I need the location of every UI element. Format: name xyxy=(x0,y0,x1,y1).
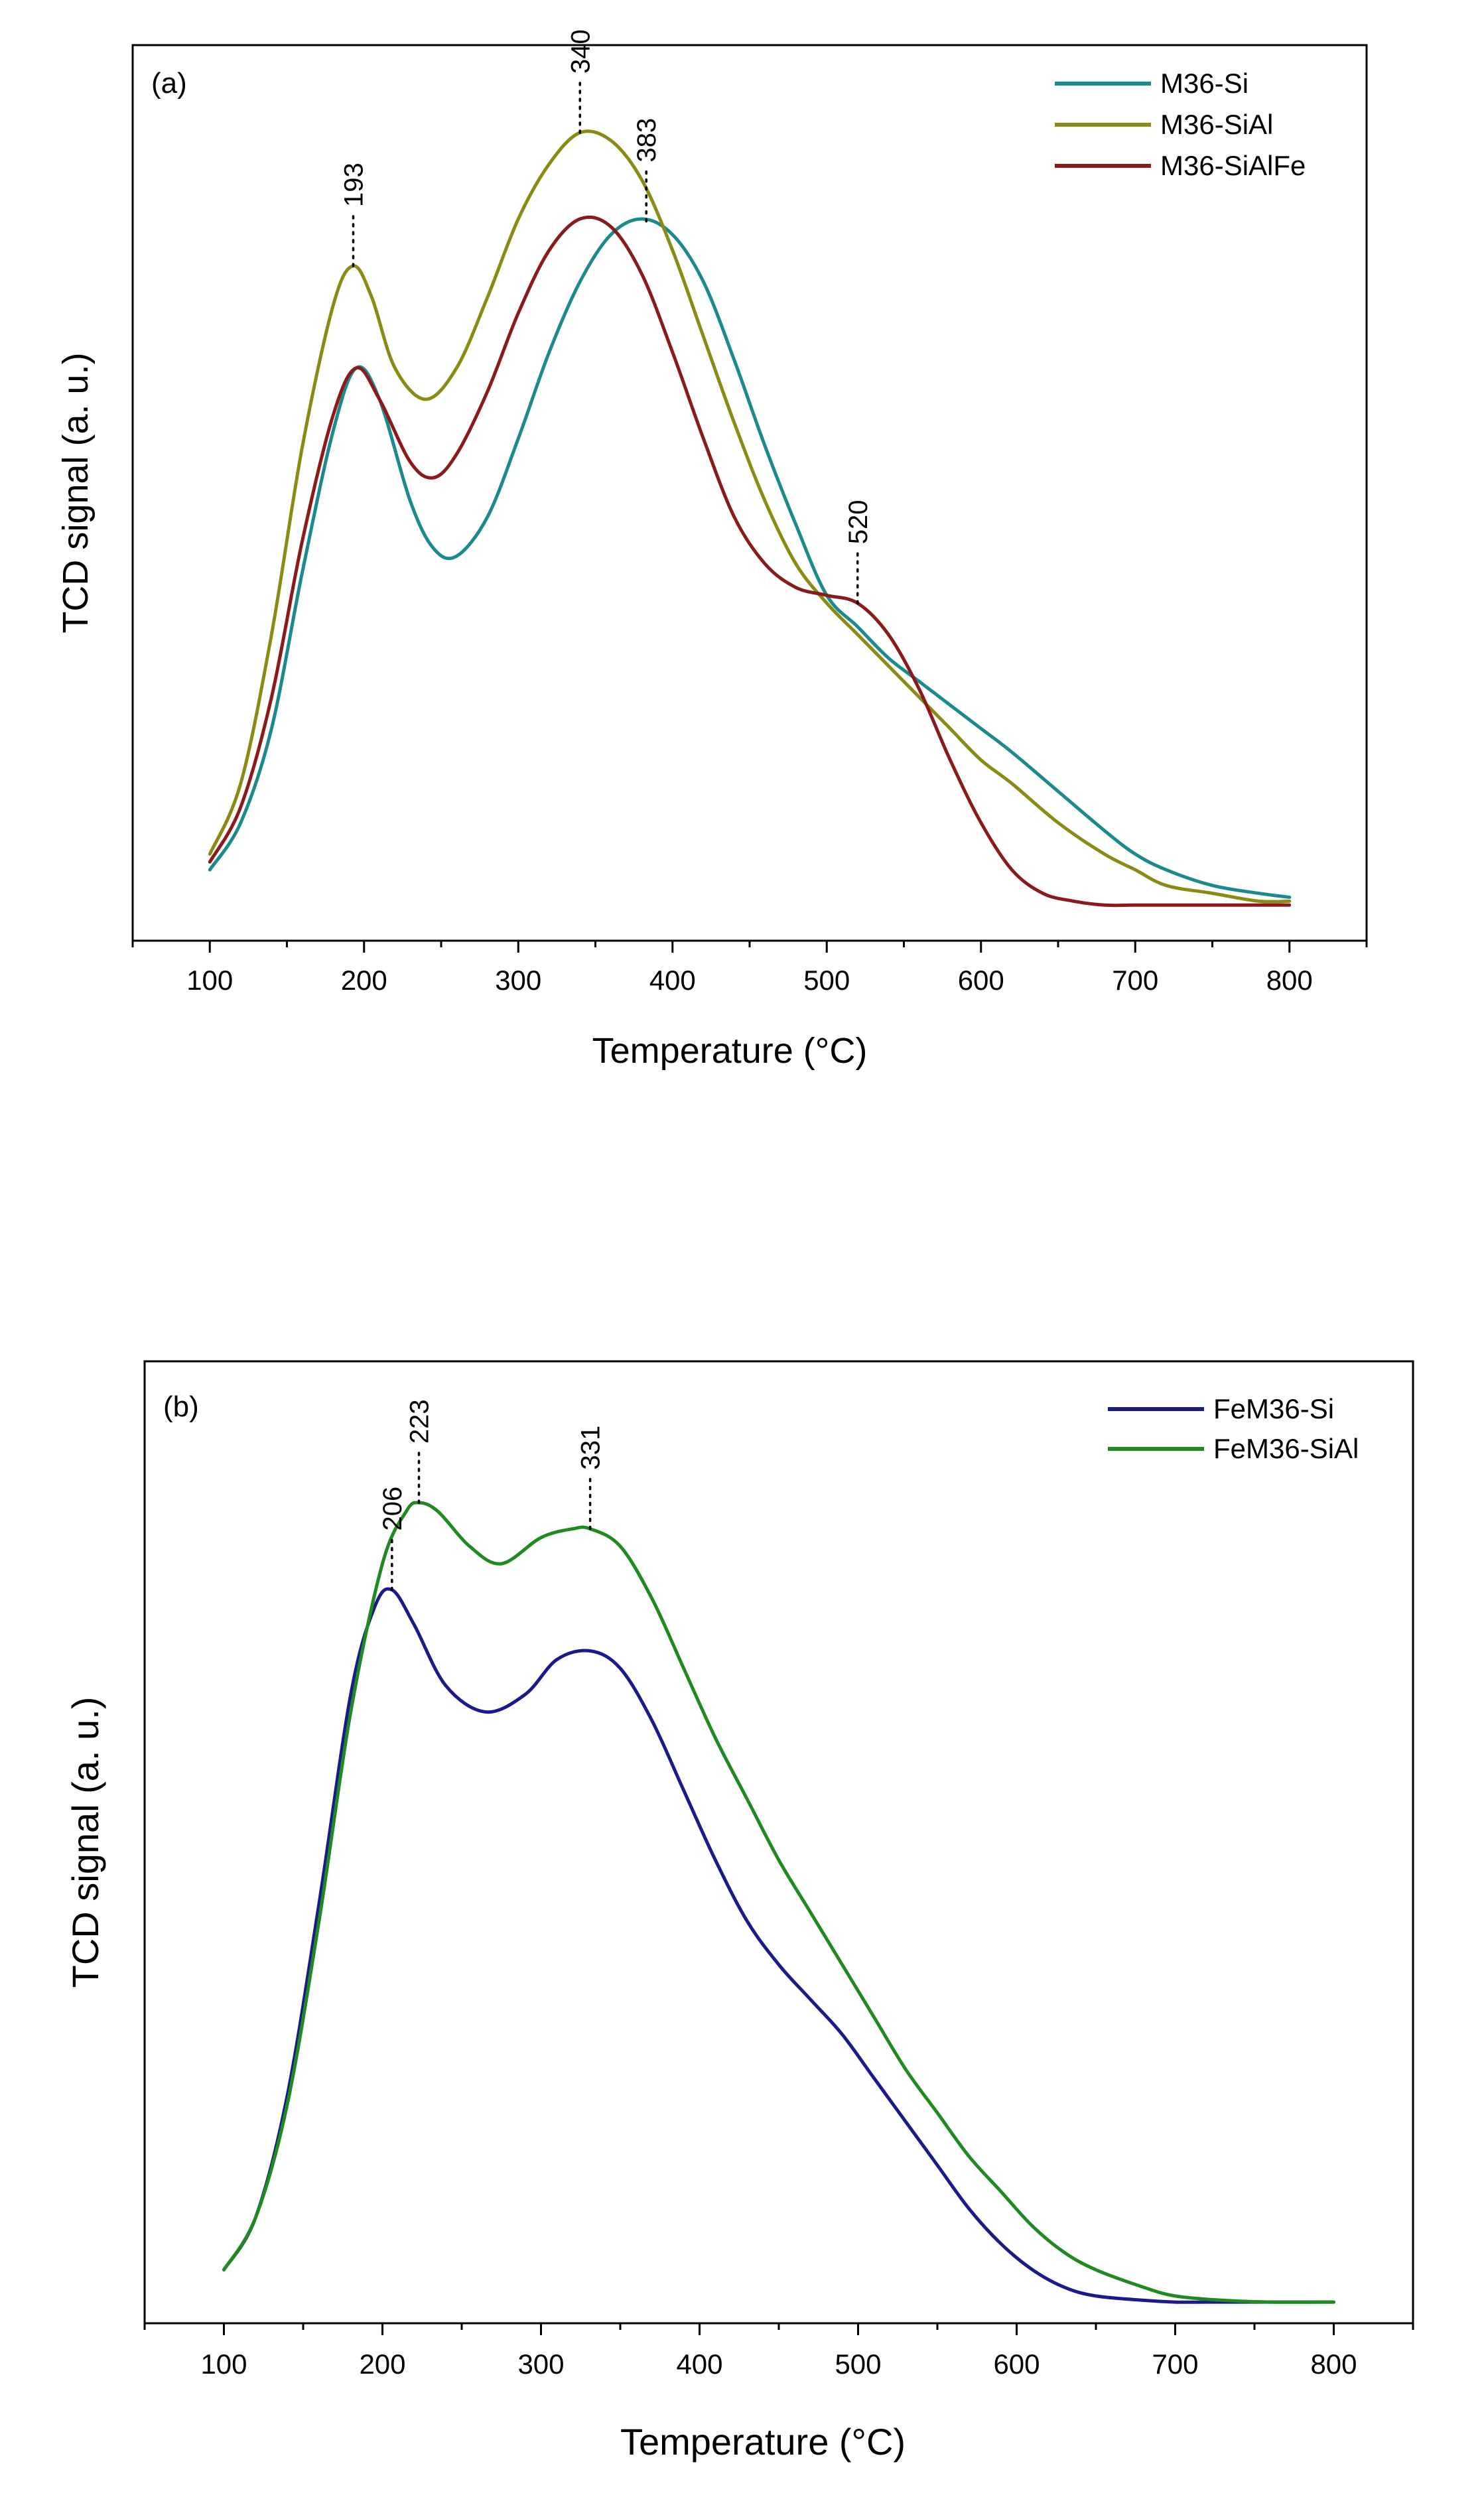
y-axis-title: TCD signal (a. u.) xyxy=(64,1697,106,1988)
legend: M36-Si M36-SiAl M36-SiAlFe xyxy=(1055,68,1306,181)
x-tick-label: 600 xyxy=(958,965,1004,996)
x-tick-label: 700 xyxy=(1152,2348,1198,2380)
panel-label: (b) xyxy=(163,1390,199,1423)
x-tick-label: 800 xyxy=(1310,2348,1357,2380)
peak-label: 520 xyxy=(844,500,873,544)
series-line-fem36-si xyxy=(222,1587,1335,2304)
series-layer xyxy=(222,1501,1335,2304)
series-line-m36-sialfe xyxy=(208,215,1292,908)
legend-label: M36-SiAlFe xyxy=(1160,150,1306,181)
y-axis-title: TCD signal (a. u.) xyxy=(56,352,96,633)
x-tick-label: 600 xyxy=(993,2348,1040,2380)
series-layer xyxy=(208,129,1292,908)
legend-label: M36-SiAl xyxy=(1160,109,1273,140)
chart-panel-b: (b) 100 200 300 400 500 600 700 800 206 223 331 F… xyxy=(64,1360,1414,2463)
x-axis: 100 200 300 400 500 600 700 800 xyxy=(131,941,1368,996)
peak-label: 206 xyxy=(378,1487,407,1531)
legend: FeM36-Si FeM36-SiAl xyxy=(1108,1393,1359,1464)
x-tick-label: 400 xyxy=(676,2348,722,2380)
x-tick-label: 200 xyxy=(359,2348,405,2380)
peak-label: 383 xyxy=(632,118,661,163)
x-tick-label: 300 xyxy=(495,965,541,996)
x-tick-label: 200 xyxy=(341,965,387,996)
x-tick-label: 800 xyxy=(1266,965,1313,996)
x-tick-label: 300 xyxy=(517,2348,564,2380)
x-tick-label: 100 xyxy=(186,965,233,996)
legend-label: FeM36-SiAl xyxy=(1213,1433,1359,1464)
series-line-m36-sial xyxy=(208,129,1292,904)
x-axis-title: Temperature (°C) xyxy=(592,1031,868,1071)
annotation-layer: 206 223 331 xyxy=(378,1399,606,1592)
chart-panel-a: (a) 100 200 300 400 500 600 700 800 193 340 383 52… xyxy=(56,29,1368,1071)
peak-label: 193 xyxy=(339,163,368,207)
peak-label: 331 xyxy=(576,1426,606,1470)
series-line-m36-si xyxy=(208,217,1292,899)
x-axis: 100 200 300 400 500 600 700 800 xyxy=(143,2323,1414,2380)
legend-label: M36-Si xyxy=(1160,68,1248,99)
x-axis-title: Temperature (°C) xyxy=(620,2421,906,2463)
peak-label: 223 xyxy=(405,1399,434,1444)
legend-label: FeM36-Si xyxy=(1213,1393,1334,1424)
x-tick-label: 100 xyxy=(200,2348,247,2380)
peak-label: 340 xyxy=(566,29,595,74)
x-tick-label: 500 xyxy=(835,2348,881,2380)
annotation-layer: 193 340 383 520 xyxy=(339,29,873,604)
panel-label: (a) xyxy=(151,67,187,100)
x-tick-label: 700 xyxy=(1112,965,1158,996)
x-tick-label: 500 xyxy=(803,965,850,996)
series-line-fem36-sial xyxy=(222,1501,1335,2304)
x-tick-label: 400 xyxy=(649,965,696,996)
